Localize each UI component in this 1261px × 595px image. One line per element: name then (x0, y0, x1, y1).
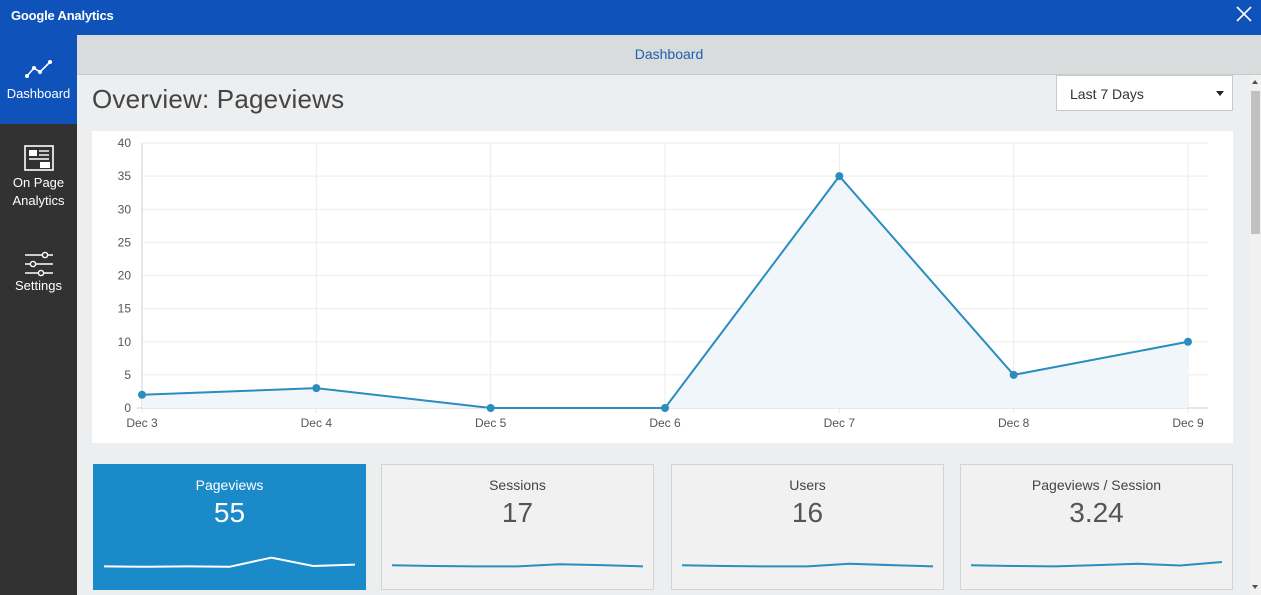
vertical-scrollbar[interactable] (1250, 75, 1261, 595)
analytics-page-icon (23, 145, 54, 171)
sparkline (392, 563, 643, 568)
stat-label: Users (789, 477, 826, 493)
x-tick-label: Dec 4 (301, 416, 333, 430)
date-range-value: Last 7 Days (1070, 86, 1144, 102)
sparkline-line (971, 561, 1222, 568)
stat-value: 3.24 (1069, 497, 1124, 528)
stat-card-users[interactable]: Users 16 (671, 464, 944, 590)
y-tick-label: 20 (118, 269, 132, 283)
sidebar-item-label: Dashboard (6, 86, 71, 101)
y-tick-label: 15 (118, 302, 132, 316)
x-tick-label: Dec 7 (824, 416, 856, 430)
sidebar-item-label: Settings (15, 278, 62, 293)
sparkline-line (392, 563, 643, 568)
main-content: Dashboard Overview: Pageviews Last 7 Day… (77, 35, 1261, 595)
x-tick-label: Dec 8 (998, 416, 1030, 430)
y-tick-label: 40 (118, 136, 132, 150)
scrollbar-thumb[interactable] (1251, 91, 1260, 234)
scroll-down-icon[interactable] (1252, 585, 1258, 589)
stat-value: 16 (791, 497, 824, 528)
sparkline-line (682, 562, 933, 568)
sidebar-item-label: Analytics (12, 193, 65, 208)
sparkline (971, 561, 1222, 568)
y-tick-label: 5 (124, 368, 131, 382)
sidebar-item-dashboard[interactable]: Dashboard (0, 35, 77, 124)
sidebar: Dashboard On Page Analytics Settings (0, 35, 77, 595)
x-tick-label: Dec 3 (126, 416, 158, 430)
y-tick-label: 30 (118, 202, 132, 216)
sparkline (104, 556, 355, 568)
title-bar: Google Analytics (0, 0, 1261, 35)
sliders-icon (24, 251, 53, 277)
pageviews-chart: 0 5 10 15 20 25 30 35 40 Dec 3 Dec 4 Dec 5 Dec 6 Dec … (92, 131, 1233, 443)
data-point (486, 404, 495, 412)
date-range-select[interactable]: Last 7 Days (1056, 75, 1233, 111)
stat-label: Pageviews (195, 477, 264, 493)
stat-card-sessions[interactable]: Sessions 17 (381, 464, 654, 590)
data-point (835, 172, 844, 181)
data-point (1009, 370, 1018, 379)
pageviews-chart-svg: 0 5 10 15 20 25 30 35 40 Dec 3 Dec 4 Dec 5 Dec 6 Dec … (118, 136, 1208, 430)
series-area (142, 176, 1188, 408)
stat-card-pageviews[interactable]: Pageviews 55 (93, 464, 366, 590)
data-point (138, 390, 146, 399)
close-icon[interactable] (1232, 3, 1256, 27)
tab-dashboard[interactable]: Dashboard (634, 46, 704, 62)
sparkline (682, 562, 933, 568)
stat-value: 55 (213, 497, 246, 528)
y-tick-label: 0 (124, 401, 131, 415)
line-chart-icon (24, 60, 52, 78)
x-tick-label: Dec 9 (1172, 416, 1204, 430)
y-tick-label: 25 (118, 235, 132, 249)
stat-label: Sessions (489, 477, 546, 493)
app-title: Google Analytics (11, 8, 114, 23)
y-tick-label: 10 (118, 335, 132, 349)
top-tab-bar: Dashboard (77, 35, 1261, 75)
page-title: Overview: Pageviews (92, 84, 345, 114)
scroll-up-icon[interactable] (1252, 80, 1258, 84)
x-tick-label: Dec 5 (475, 416, 507, 430)
y-tick-label: 35 (118, 169, 132, 183)
stat-label: Pageviews / Session (1031, 477, 1162, 493)
sidebar-item-on-page-analytics[interactable]: On Page Analytics (0, 124, 77, 224)
data-point (661, 404, 669, 412)
data-point (1184, 337, 1192, 346)
stat-card-pageviews-per-session[interactable]: Pageviews / Session 3.24 (960, 464, 1233, 590)
sidebar-item-settings[interactable]: Settings (0, 224, 77, 314)
x-tick-label: Dec 6 (649, 416, 681, 430)
stat-value: 17 (501, 497, 534, 528)
caret-down-icon (1216, 91, 1224, 96)
sidebar-item-label: On Page (12, 175, 65, 190)
sparkline-line (104, 556, 355, 568)
data-point (312, 384, 321, 393)
